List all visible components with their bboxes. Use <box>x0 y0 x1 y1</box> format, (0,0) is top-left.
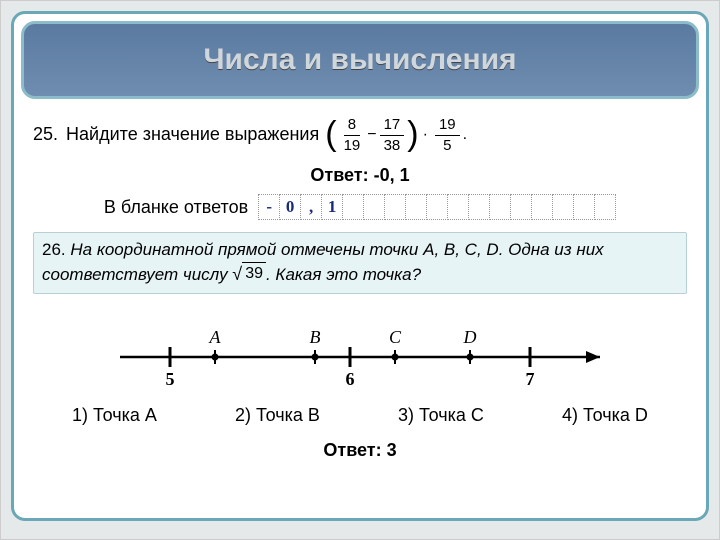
svg-text:6: 6 <box>346 369 355 389</box>
answer-cell: 1 <box>321 194 343 220</box>
answer-cell: - <box>258 194 280 220</box>
q25-prefix: Найдите значение выражения <box>66 123 319 146</box>
sqrt-icon: √39 <box>232 262 266 286</box>
content-area: 25. Найдите значение выражения ( 819 − 1… <box>23 109 697 517</box>
answer-cell <box>384 194 406 220</box>
svg-text:5: 5 <box>166 369 175 389</box>
answer-cell <box>426 194 448 220</box>
answer-cell <box>531 194 553 220</box>
answer-cell <box>552 194 574 220</box>
q26-text-after: . Какая это точка? <box>266 265 421 284</box>
q26-options: 1) Точка А 2) Точка В 3) Точка С 4) Точка D <box>33 405 687 426</box>
answer-cell: , <box>300 194 322 220</box>
q26-number: 26. <box>42 240 66 259</box>
svg-text:7: 7 <box>526 369 535 389</box>
answer-cell <box>447 194 469 220</box>
answer-cell <box>468 194 490 220</box>
answer-cell <box>573 194 595 220</box>
q25-text: 25. Найдите значение выражения ( 819 − 1… <box>33 115 687 155</box>
q26-block: 26. На координатной прямой отмечены точк… <box>33 232 687 294</box>
q25-expression: ( 819 − 1738 ) · 195 . <box>325 115 467 155</box>
q26-text-before: На координатной прямой отмечены точки <box>70 240 423 259</box>
q25-blank-row: В бланке ответов -0,1 <box>33 194 687 220</box>
answer-cell <box>342 194 364 220</box>
svg-text:B: B <box>310 327 321 347</box>
option: 4) Точка D <box>562 405 648 426</box>
option: 3) Точка С <box>398 405 484 426</box>
answer-cell <box>510 194 532 220</box>
svg-text:C: C <box>389 327 402 347</box>
svg-text:A: A <box>209 327 222 347</box>
q26-answer: Ответ: 3 <box>33 440 687 461</box>
option: 1) Точка А <box>72 405 157 426</box>
q25-number: 25. <box>33 123 58 146</box>
header-title: Числа и вычисления <box>203 43 516 77</box>
header-pill: Числа и вычисления <box>21 21 699 99</box>
numberline-wrap: 5 6 7 A B C D <box>33 312 687 397</box>
option: 2) Точка В <box>235 405 320 426</box>
answer-cell <box>594 194 616 220</box>
answer-cell <box>363 194 385 220</box>
q25-answer: Ответ: -0, 1 <box>33 165 687 186</box>
numberline: 5 6 7 A B C D <box>100 312 620 392</box>
answer-cell <box>405 194 427 220</box>
answer-cell: 0 <box>279 194 301 220</box>
blank-label: В бланке ответов <box>104 197 248 218</box>
answer-cell <box>489 194 511 220</box>
answer-cells: -0,1 <box>258 194 616 220</box>
q26-points: A, B, C, D <box>423 240 499 259</box>
svg-text:D: D <box>463 327 477 347</box>
